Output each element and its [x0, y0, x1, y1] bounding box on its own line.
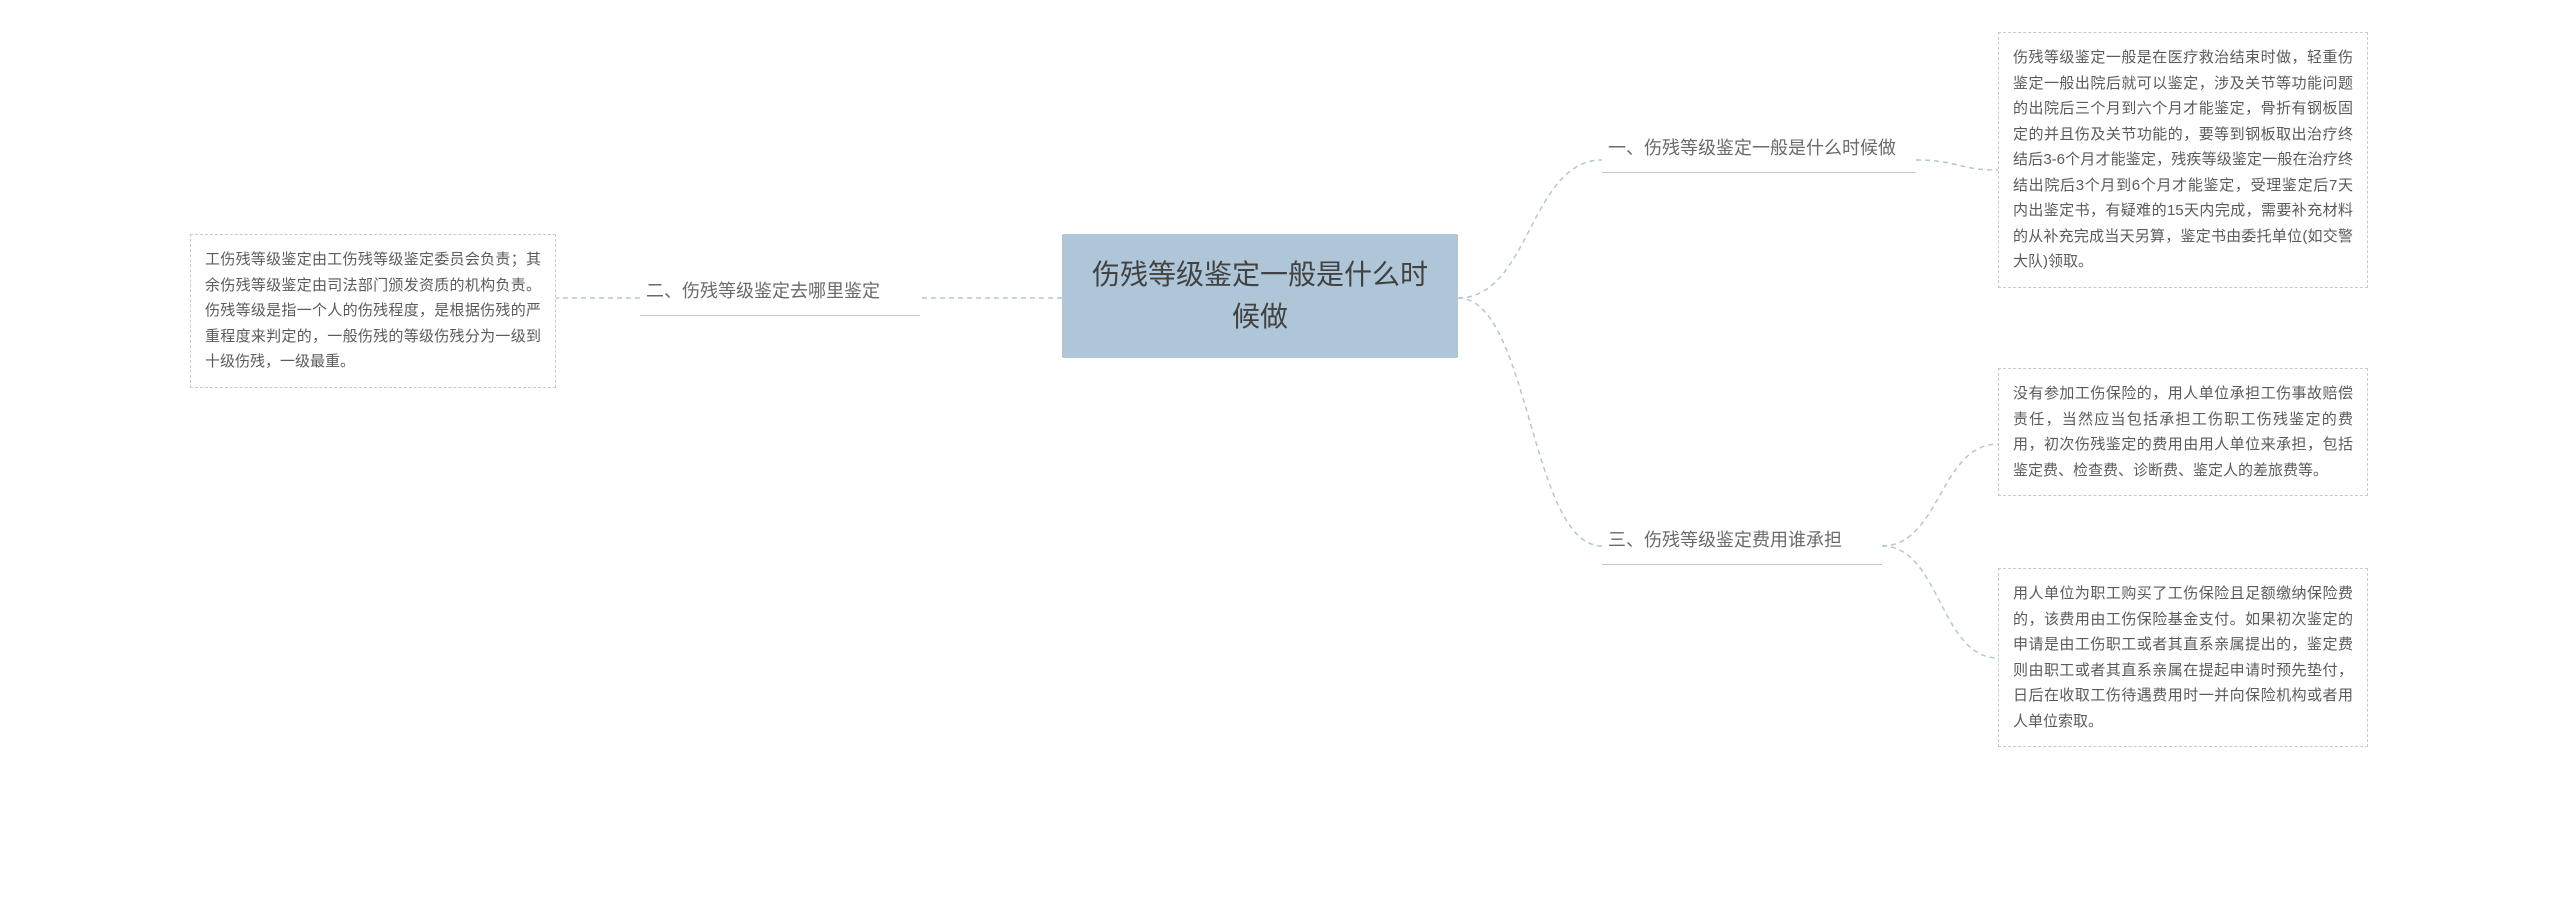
branch-b3: 三、伤残等级鉴定费用谁承担	[1602, 521, 1882, 565]
branch-b1: 一、伤残等级鉴定一般是什么时候做	[1602, 129, 1916, 173]
branch-b1-label: 一、伤残等级鉴定一般是什么时候做	[1608, 138, 1896, 158]
leaf-b3b-text: 用人单位为职工购买了工伤保险且足额缴纳保险费的，该费用由工伤保险基金支付。如果初…	[2013, 585, 2353, 730]
center-text: 伤残等级鉴定一般是什么时候做	[1092, 259, 1428, 332]
leaf-b1-text: 伤残等级鉴定一般是在医疗救治结束时做，轻重伤鉴定一般出院后就可以鉴定，涉及关节等…	[2013, 49, 2353, 270]
leaf-b3b: 用人单位为职工购买了工伤保险且足额缴纳保险费的，该费用由工伤保险基金支付。如果初…	[1998, 568, 2368, 747]
leaf-b3a: 没有参加工伤保险的，用人单位承担工伤事故赔偿责任，当然应当包括承担工伤职工伤残鉴…	[1998, 368, 2368, 496]
leaf-b2-text: 工伤残等级鉴定由工伤残等级鉴定委员会负责；其余伤残等级鉴定由司法部门颁发资质的机…	[205, 251, 541, 370]
branch-b3-label: 三、伤残等级鉴定费用谁承担	[1608, 530, 1842, 550]
branch-b2-label: 二、伤残等级鉴定去哪里鉴定	[646, 281, 880, 301]
leaf-b1: 伤残等级鉴定一般是在医疗救治结束时做，轻重伤鉴定一般出院后就可以鉴定，涉及关节等…	[1998, 32, 2368, 288]
leaf-b2: 工伤残等级鉴定由工伤残等级鉴定委员会负责；其余伤残等级鉴定由司法部门颁发资质的机…	[190, 234, 556, 388]
leaf-b3a-text: 没有参加工伤保险的，用人单位承担工伤事故赔偿责任，当然应当包括承担工伤职工伤残鉴…	[2013, 385, 2353, 479]
branch-b2: 二、伤残等级鉴定去哪里鉴定	[640, 272, 920, 316]
center-node: 伤残等级鉴定一般是什么时候做	[1062, 234, 1458, 358]
